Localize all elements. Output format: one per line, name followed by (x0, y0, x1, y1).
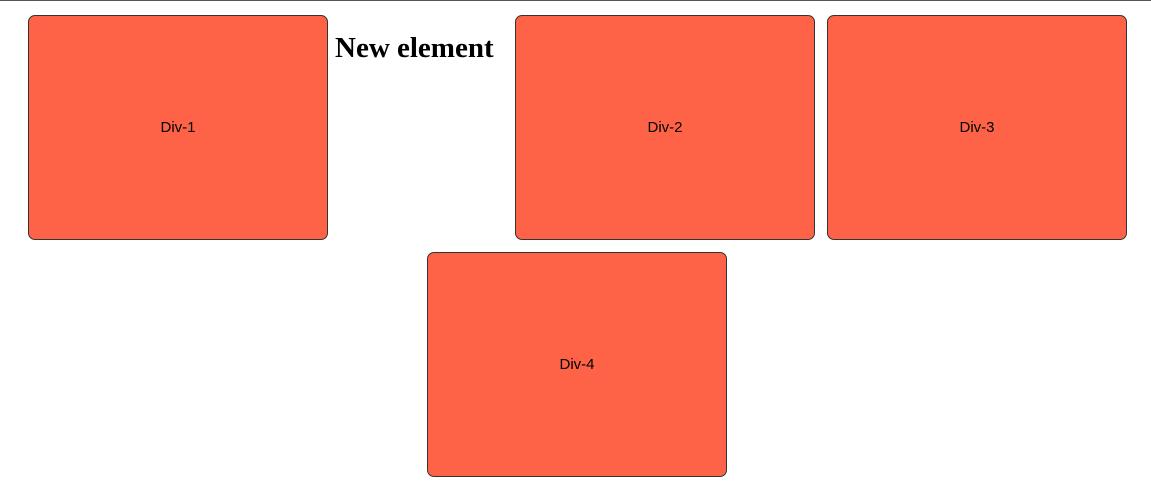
div-4-box: Div-4 (427, 252, 727, 477)
div-2-label: Div-2 (647, 119, 683, 136)
div-2-box: Div-2 (515, 15, 815, 240)
div-3-box: Div-3 (827, 15, 1127, 240)
top-divider (0, 0, 1151, 1)
div-4-label: Div-4 (559, 356, 595, 373)
div-3-label: Div-3 (959, 119, 995, 136)
div-1-box: Div-1 (28, 15, 328, 240)
div-1-label: Div-1 (160, 119, 196, 136)
new-element-heading: New element (335, 32, 494, 64)
